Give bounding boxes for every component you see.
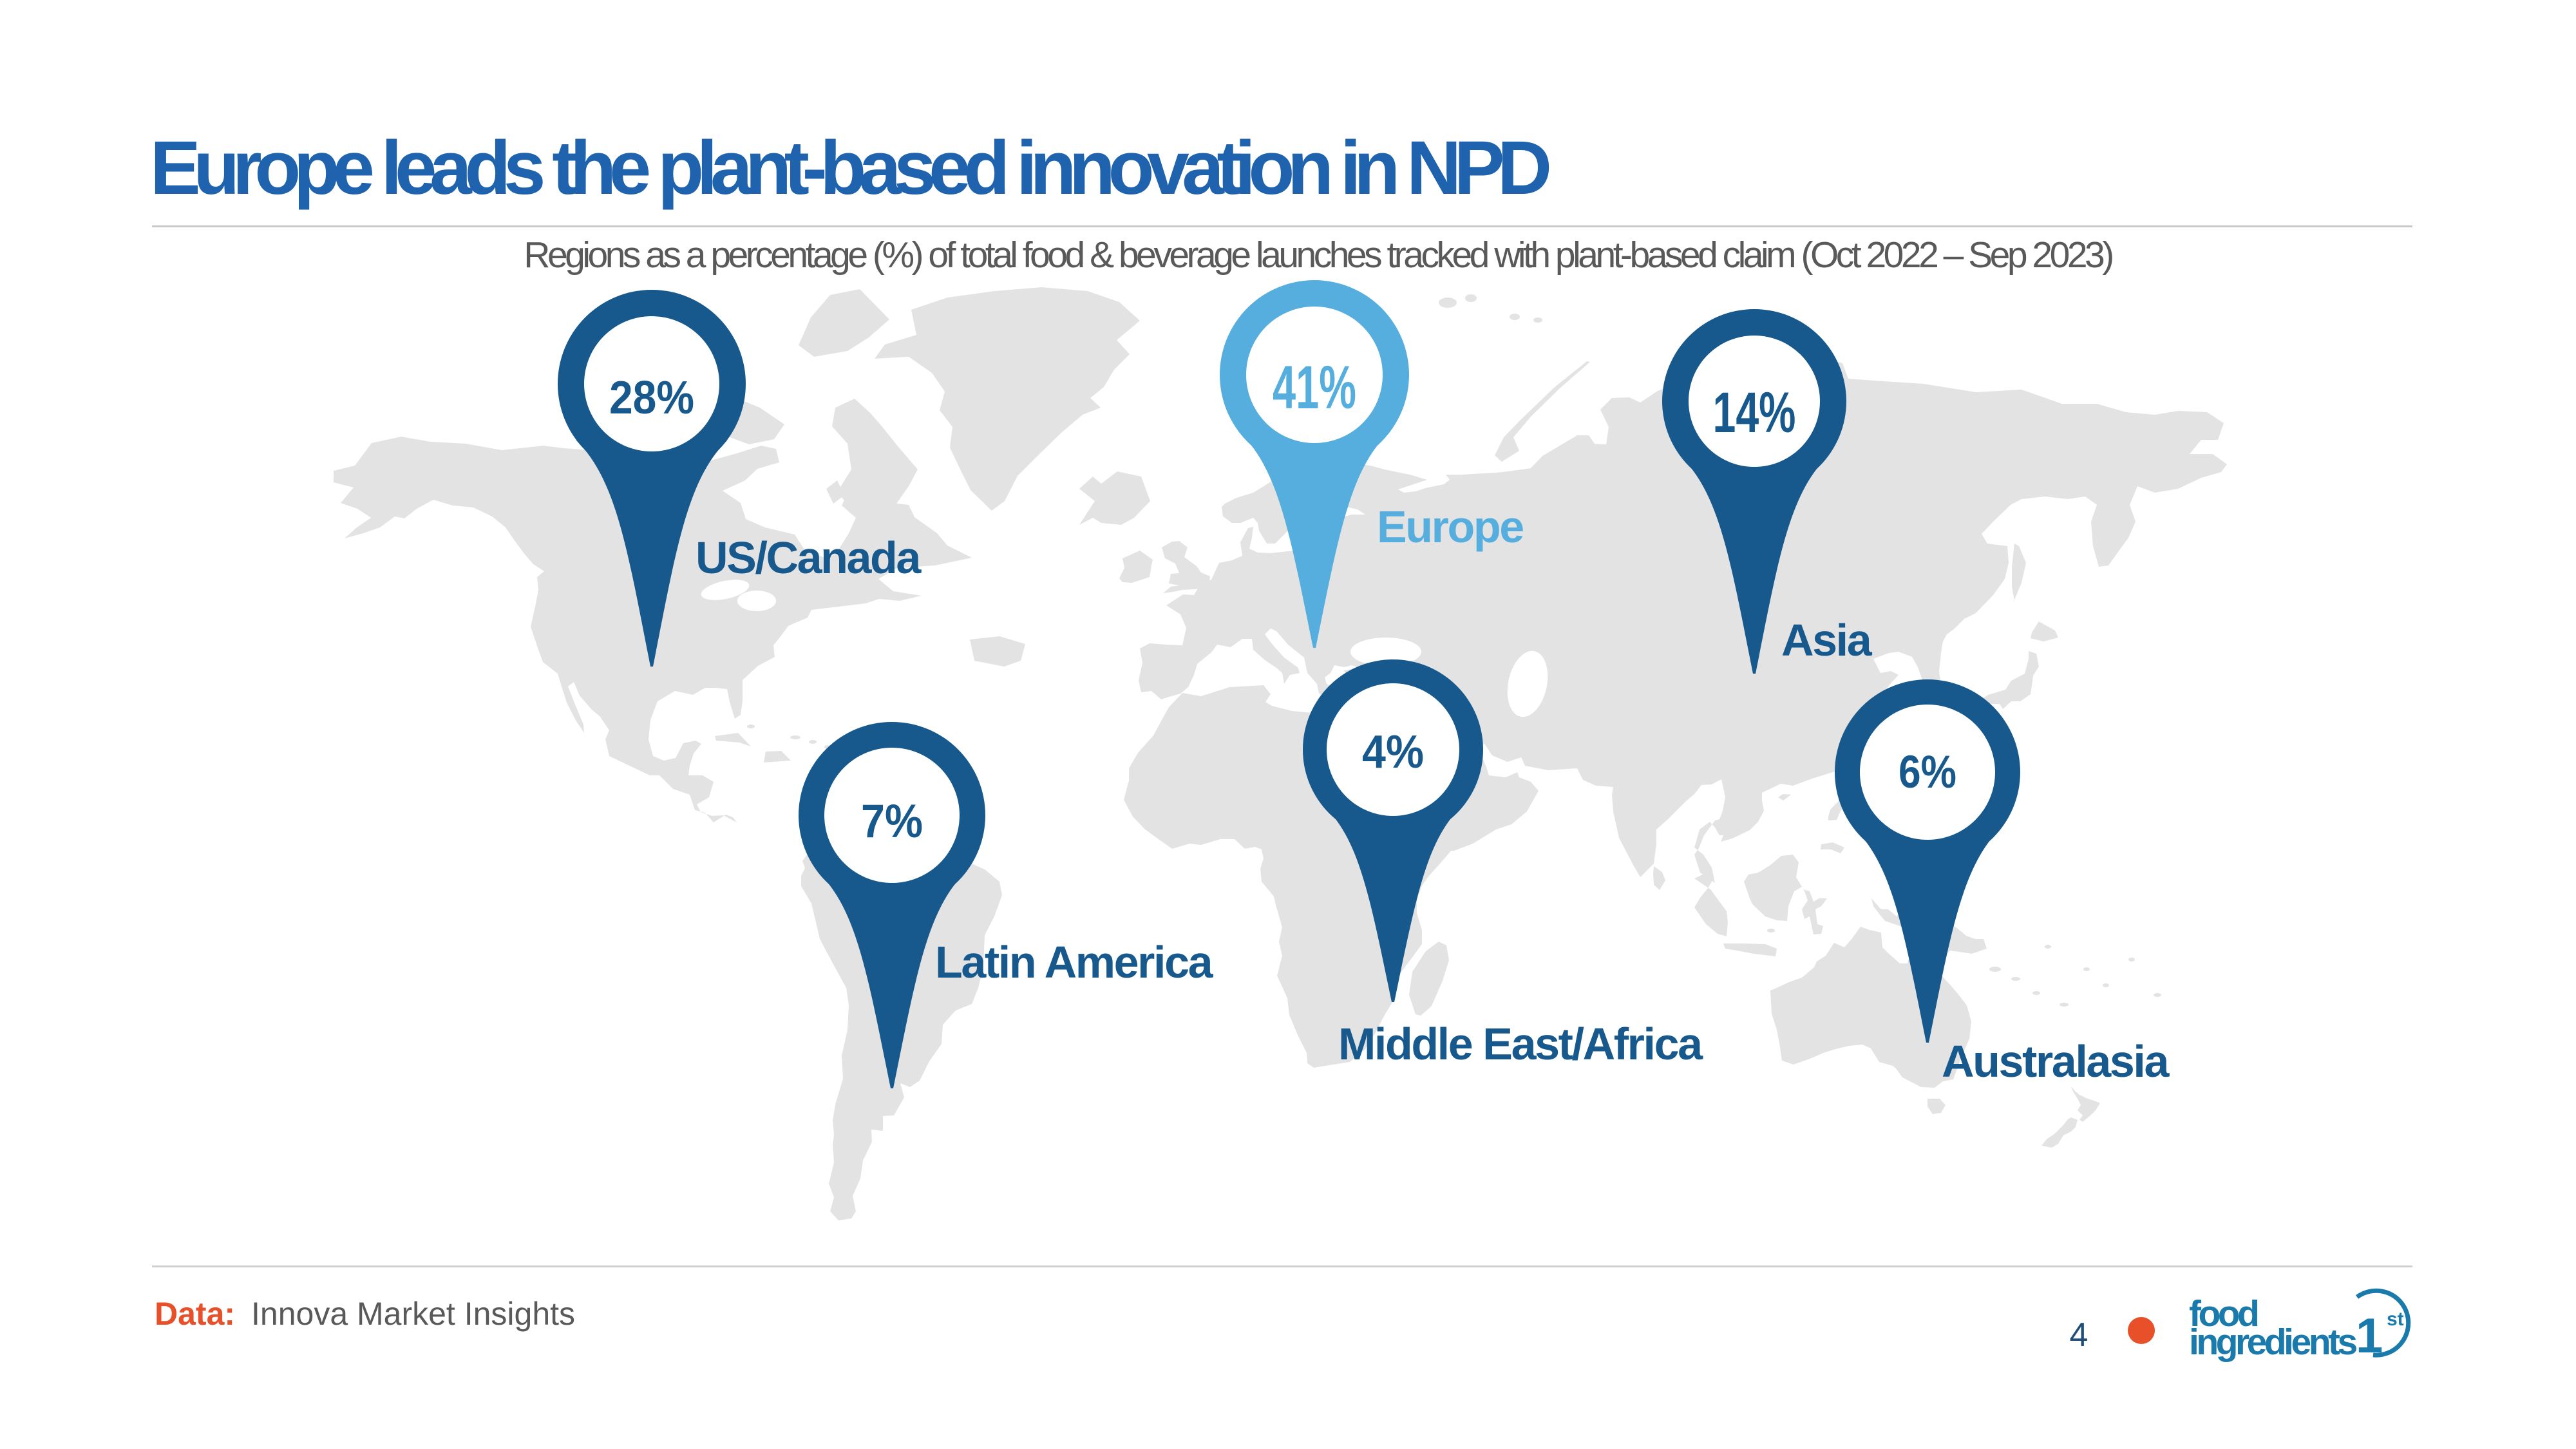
svg-text:st: st bbox=[2387, 1309, 2404, 1330]
svg-text:28%: 28% bbox=[609, 372, 694, 424]
svg-text:Europe: Europe bbox=[1377, 502, 1523, 552]
svg-text:Data:: Data: bbox=[155, 1296, 235, 1332]
svg-text:4%: 4% bbox=[1362, 726, 1424, 778]
svg-text:Middle East/Africa: Middle East/Africa bbox=[1338, 1019, 1703, 1069]
svg-text:7%: 7% bbox=[861, 795, 923, 848]
svg-text:Innova Market Insights: Innova Market Insights bbox=[251, 1296, 575, 1332]
svg-text:4: 4 bbox=[2070, 1316, 2088, 1354]
svg-text:Latin America: Latin America bbox=[935, 937, 1214, 987]
svg-text:US/Canada: US/Canada bbox=[696, 533, 922, 583]
svg-text:food: food bbox=[2189, 1293, 2258, 1334]
svg-text:Asia: Asia bbox=[1781, 615, 1873, 665]
svg-text:6%: 6% bbox=[1899, 747, 1956, 798]
svg-text:Australasia: Australasia bbox=[1942, 1036, 2170, 1086]
svg-text:14%: 14% bbox=[1713, 380, 1796, 444]
svg-text:ingredients: ingredients bbox=[2189, 1321, 2357, 1363]
svg-text:Regions as a percentage (%) of: Regions as a percentage (%) of total foo… bbox=[524, 234, 2112, 276]
svg-text:41%: 41% bbox=[1273, 354, 1356, 422]
svg-text:Europe leads the plant-based i: Europe leads the plant-based innovation … bbox=[150, 126, 1549, 211]
